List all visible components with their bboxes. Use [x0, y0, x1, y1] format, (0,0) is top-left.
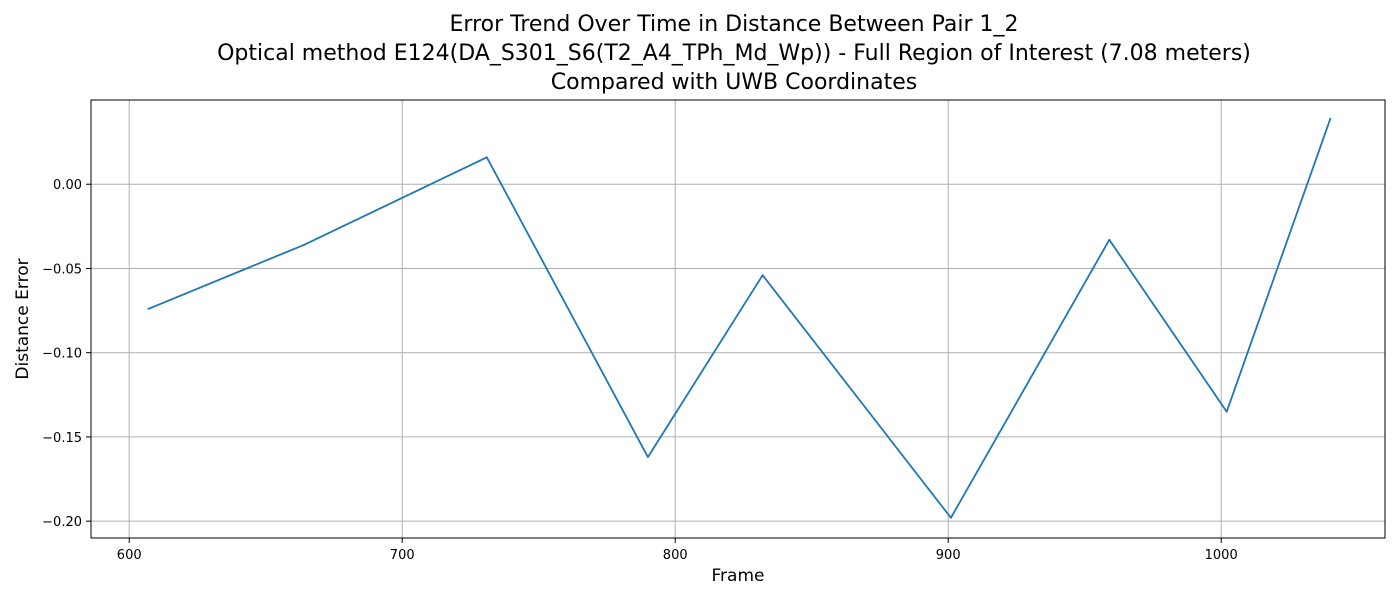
data-point [1108, 238, 1111, 241]
y-tick-label: −0.05 [42, 262, 82, 277]
x-axis-label: Frame [712, 566, 765, 586]
x-tick-label: 700 [390, 548, 415, 563]
data-point [1329, 117, 1332, 120]
x-tick-label: 900 [936, 548, 961, 563]
chart-title-line-2: Optical method E124(DA_S301_S6(T2_A4_TPh… [217, 41, 1251, 66]
plot-area-frame [90, 99, 1386, 539]
y-tick-label: −0.20 [42, 515, 82, 530]
data-point [761, 274, 764, 277]
y-axis-label: Distance Error [13, 258, 33, 379]
data-point [950, 516, 952, 519]
x-tick-label: 600 [117, 548, 142, 563]
x-tick-label: 1000 [1205, 548, 1238, 563]
chart-title-line-1: Error Trend Over Time in Distance Betwee… [449, 12, 1019, 37]
axis-ticks: 600 700 800 900 1000 0.00 −0.05 −0.10 −0.15 −0.20 [42, 178, 1238, 563]
y-tick-label: 0.00 [53, 178, 82, 193]
grid [91, 100, 1385, 538]
x-tick-label: 800 [663, 548, 688, 563]
data-point [485, 156, 488, 159]
chart-title-line-3: Compared with UWB Coordinates [550, 70, 918, 95]
data-point [303, 244, 305, 246]
series-layer [147, 117, 1332, 519]
series-line [147, 118, 1332, 519]
chart-title: Error Trend Over Time in Distance Betwee… [0, 10, 1400, 97]
data-point [147, 308, 150, 310]
y-tick-label: −0.15 [42, 431, 82, 446]
data-point [1225, 410, 1228, 413]
data-point [647, 456, 649, 458]
y-tick-label: −0.10 [42, 347, 82, 362]
